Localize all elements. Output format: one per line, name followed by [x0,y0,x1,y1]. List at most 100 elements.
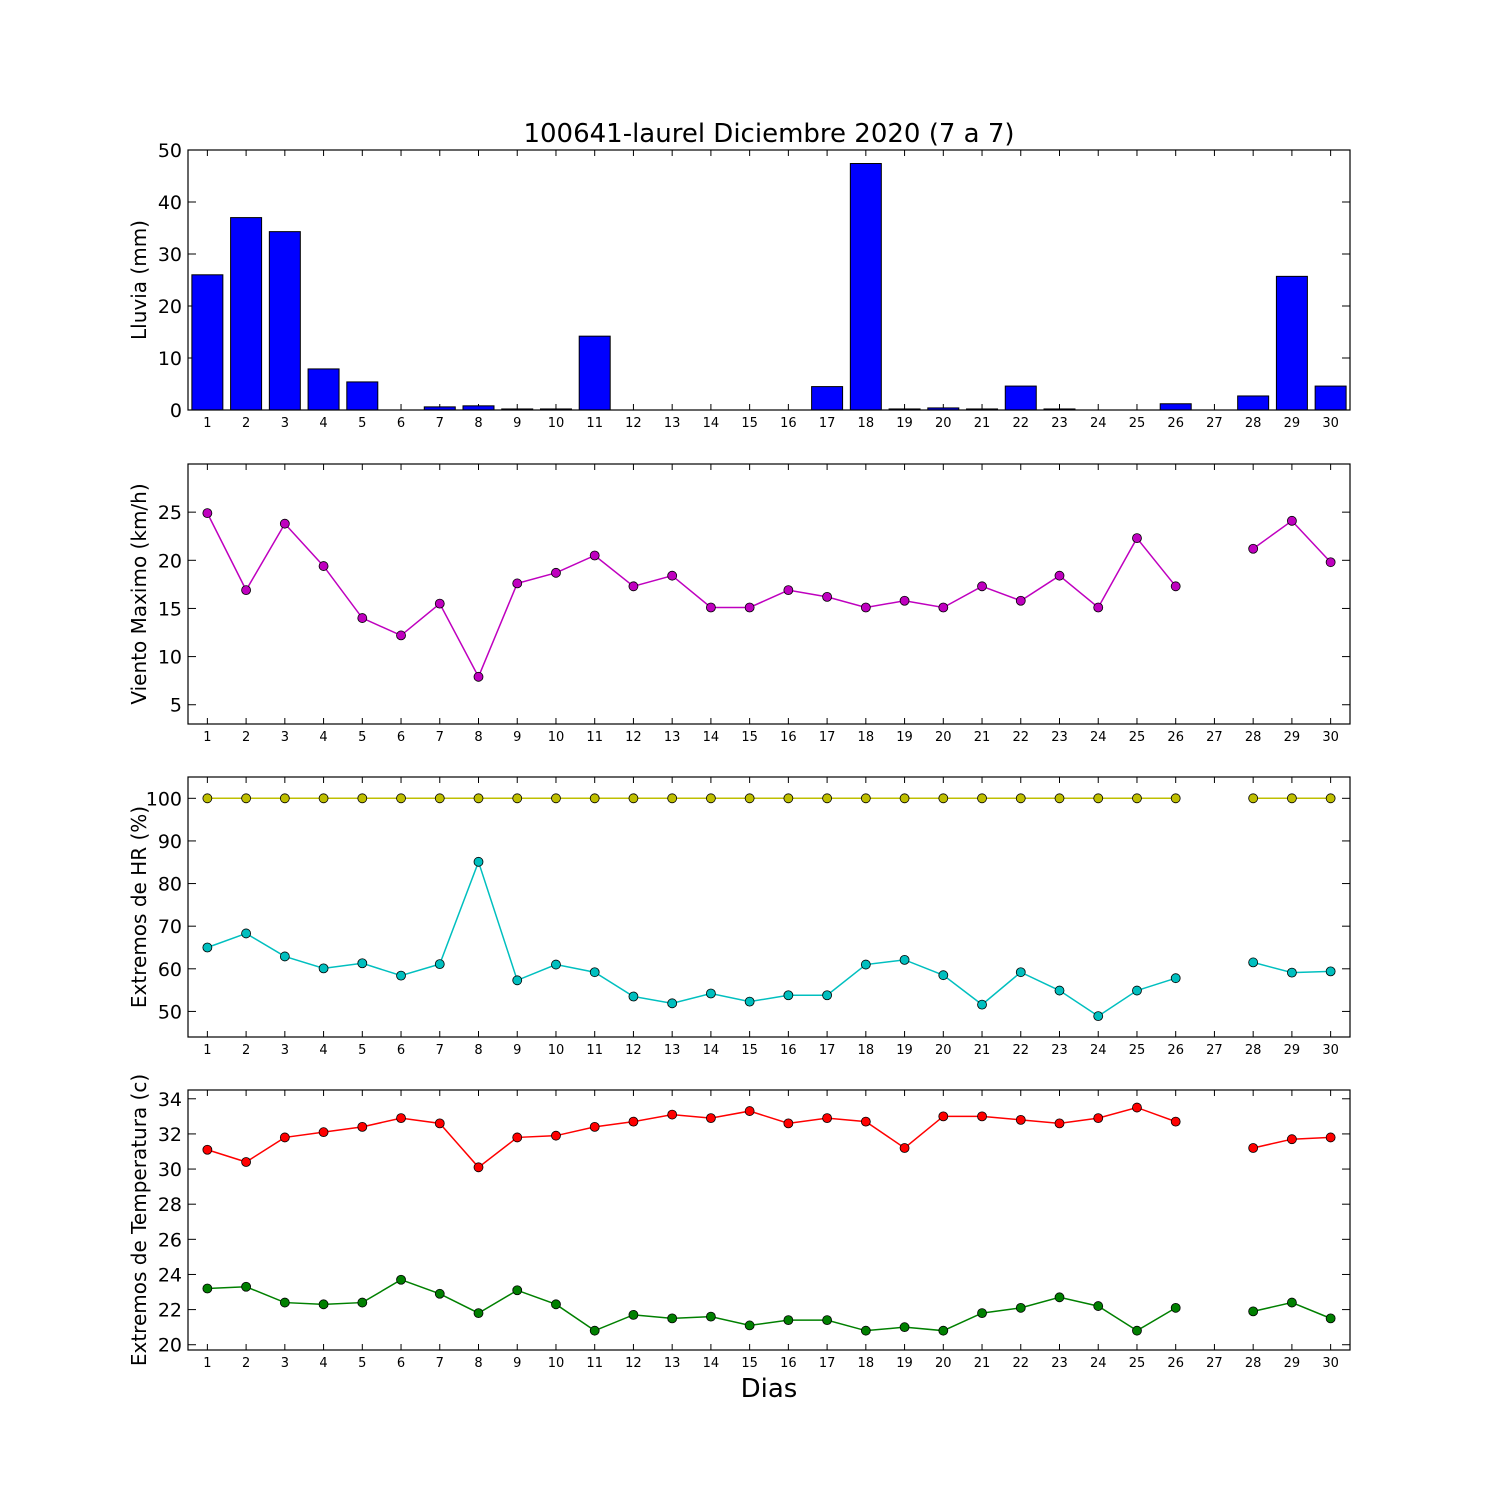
x-tick-label: 10 [548,416,565,431]
data-point [357,793,368,804]
data-point [1015,967,1026,978]
x-tick-label: 24 [1090,1043,1107,1058]
data-point [899,1322,910,1333]
data-point [241,585,252,596]
y-tick-label: 5 [170,695,182,717]
data-point [434,793,445,804]
x-tick-label: 15 [741,730,758,745]
x-tick-label: 17 [819,1043,836,1058]
x-tick-label: 16 [780,1356,797,1371]
chart-title: 100641-laurel Diciembre 2020 (7 a 7) [523,119,1014,149]
data-point [434,598,445,609]
data-point [473,856,484,867]
data-point [628,793,639,804]
data-point [938,793,949,804]
x-tick-label: 8 [474,1043,482,1058]
data-point [667,1313,678,1324]
x-tick-label: 24 [1090,730,1107,745]
x-tick-label: 6 [397,1043,405,1058]
x-tick-label: 18 [858,730,875,745]
data-point [1093,602,1104,613]
bar [811,386,844,411]
data-point [1287,1297,1297,1308]
data-point [1015,1114,1026,1125]
data-point [744,1106,755,1116]
bar [849,163,882,411]
data-point [1287,515,1297,526]
data-point [1248,1143,1259,1153]
y-axis-label: Lluvia (mm) [127,220,151,340]
bar [462,405,495,411]
x-tick-label: 20 [935,416,952,431]
x-tick-label: 9 [513,416,521,431]
y-tick-label: 28 [158,1194,182,1216]
y-tick-label: 20 [158,296,182,318]
data-point [1170,973,1181,984]
y-axis-label: Extremos de HR (%) [127,806,151,1008]
data-point [860,793,871,804]
data-point [977,793,987,804]
data-point [744,996,755,1007]
x-tick-label: 23 [1051,1356,1068,1371]
data-point [1287,967,1297,978]
x-tick-label: 4 [319,416,327,431]
y-tick-label: 20 [158,550,182,572]
data-point [1093,1301,1104,1311]
data-point [938,1325,949,1336]
x-tick-label: 11 [586,1356,603,1371]
y-tick-label: 32 [158,1124,182,1146]
x-tick-label: 4 [319,730,327,745]
y-tick-label: 34 [158,1089,182,1111]
x-tick-label: 9 [513,730,521,745]
data-point [202,942,213,953]
x-tick-label: 25 [1129,1356,1146,1371]
y-tick-label: 10 [158,348,182,370]
data-point [1325,966,1336,977]
data-point [1132,1325,1142,1336]
plot-frame [187,1089,1351,1351]
data-point [744,1320,755,1331]
data-point [318,561,329,571]
data-point [822,1315,832,1326]
data-point [551,793,561,804]
bar [191,274,224,411]
x-tick-label: 11 [586,1043,603,1058]
x-tick-label: 6 [397,1356,405,1371]
data-point [822,1113,832,1124]
x-tick-label: 8 [474,1356,482,1371]
x-tick-label: 7 [436,1356,444,1371]
data-point [434,959,445,970]
data-point [357,613,368,623]
x-tick-label: 25 [1129,1043,1146,1058]
data-point [822,591,832,602]
data-point [1093,1011,1104,1022]
data-point [396,630,406,641]
x-tick-label: 2 [242,1043,250,1058]
y-tick-label: 15 [158,598,182,620]
data-point [783,1315,794,1326]
data-point [1132,1102,1142,1113]
x-tick-label: 11 [586,416,603,431]
x-tick-label: 3 [281,1043,289,1058]
x-tick-label: 2 [242,730,250,745]
x-tick-label: 22 [1012,730,1029,745]
x-tick-label: 22 [1012,1043,1029,1058]
x-tick-label: 13 [664,1356,681,1371]
data-point [279,518,290,529]
data-point [1093,1113,1104,1124]
data-point [1325,1132,1336,1143]
data-point [1170,1302,1181,1313]
y-tick-label: 100 [146,788,182,810]
x-tick-label: 15 [741,1043,758,1058]
x-tick-label: 19 [896,730,913,745]
data-point [589,793,600,804]
y-tick-label: 50 [158,1001,182,1023]
data-point [241,928,252,939]
data-point [473,671,484,682]
data-point [202,793,213,804]
data-point [512,793,523,804]
data-point [938,970,949,981]
